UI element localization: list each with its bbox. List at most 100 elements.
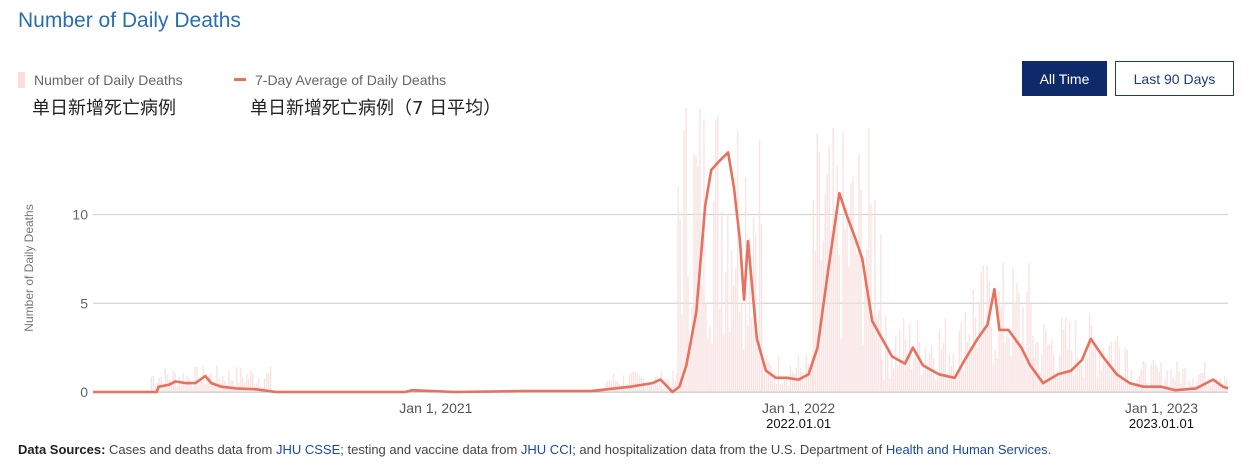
daily-death-bar	[636, 373, 639, 392]
daily-death-bar	[1156, 366, 1158, 392]
x-date-annotation: 2022.01.01	[766, 416, 831, 431]
daily-death-bar	[735, 267, 737, 392]
daily-death-bar	[742, 349, 745, 392]
daily-death-bar	[630, 373, 633, 392]
legend-item-7day-average[interactable]: 7-Day Average of Daily Deaths 单日新增死亡病例（7…	[234, 72, 501, 119]
daily-death-bar	[648, 382, 650, 392]
daily-death-bar	[679, 219, 681, 392]
daily-death-bar	[946, 374, 949, 392]
daily-death-bar	[996, 358, 998, 392]
daily-death-bar	[1102, 347, 1105, 392]
y-tick-label: 5	[80, 295, 88, 311]
x-date-annotation: 2023.01.01	[1129, 416, 1194, 431]
daily-death-bar	[1174, 379, 1176, 392]
daily-death-bar	[940, 349, 943, 392]
daily-death-bar	[687, 276, 689, 392]
daily-death-bar	[662, 389, 664, 392]
daily-death-bar	[1170, 370, 1172, 392]
daily-death-bar	[793, 373, 796, 392]
daily-death-bar	[240, 368, 242, 392]
daily-death-bar	[848, 266, 850, 392]
daily-death-bar	[771, 377, 774, 392]
daily-death-bar	[750, 319, 753, 392]
daily-death-bar	[860, 189, 862, 392]
daily-death-bar	[711, 343, 713, 392]
daily-death-bar	[801, 372, 804, 392]
daily-death-bar	[1124, 347, 1127, 392]
daily-death-bar	[822, 241, 824, 392]
daily-death-bar	[1076, 357, 1079, 392]
daily-death-bar	[926, 363, 929, 392]
daily-death-bar	[787, 385, 790, 392]
daily-death-bar	[719, 309, 721, 392]
daily-death-bar	[644, 388, 646, 392]
daily-death-bar	[1118, 347, 1121, 392]
daily-death-bar	[658, 384, 660, 392]
daily-death-bar	[864, 271, 866, 392]
daily-death-bar	[1100, 370, 1103, 392]
chart-y-ticks: 0 5 10	[72, 207, 88, 401]
daily-death-bar	[1182, 368, 1184, 392]
daily-death-bar	[1200, 372, 1202, 392]
daily-death-bar	[836, 165, 838, 392]
daily-death-bar	[758, 139, 761, 392]
daily-death-bar	[192, 387, 194, 392]
daily-death-bar	[1154, 364, 1156, 392]
daily-death-bar	[604, 383, 607, 392]
daily-death-bar	[246, 374, 248, 392]
daily-death-bar	[834, 209, 836, 392]
daily-death-bar	[887, 345, 889, 392]
daily-death-bar	[1000, 306, 1002, 392]
daily-death-bar	[198, 385, 200, 392]
data-sources-text-3: ; and hospitalization data from the U.S.…	[572, 442, 886, 457]
last-90-days-button[interactable]: Last 90 Days	[1115, 61, 1234, 96]
daily-death-bar	[881, 359, 883, 392]
x-tick-label: Jan 1, 2022	[762, 400, 835, 416]
daily-death-bar	[1049, 344, 1051, 392]
daily-death-bar	[188, 377, 190, 392]
daily-death-bar	[691, 306, 693, 392]
daily-death-bar	[990, 326, 992, 392]
daily-death-bar	[668, 381, 670, 392]
legend-label-7day-average: 7-Day Average of Daily Deaths	[255, 72, 447, 88]
daily-death-bar	[1114, 340, 1117, 392]
daily-death-bar	[693, 153, 695, 392]
daily-death-bar	[914, 352, 917, 392]
daily-death-bar	[154, 385, 157, 392]
daily-death-bar	[970, 347, 972, 392]
daily-death-bar	[1104, 359, 1107, 392]
daily-death-bar	[818, 152, 820, 392]
daily-death-bar	[1108, 345, 1111, 392]
daily-death-bar	[1035, 342, 1037, 392]
daily-death-bar	[1160, 362, 1162, 392]
daily-death-bar	[699, 108, 701, 392]
daily-death-bar	[1206, 385, 1208, 392]
daily-death-bar	[184, 384, 186, 392]
daily-death-bar	[1112, 366, 1115, 392]
daily-death-bar	[840, 339, 842, 392]
daily-death-bar	[1158, 371, 1160, 392]
jhu-csse-link[interactable]: JHU CSSE	[275, 442, 341, 457]
daily-death-bar	[1106, 364, 1109, 392]
hhs-link[interactable]: Health and Human Services	[885, 442, 1048, 457]
daily-death-bar	[178, 376, 180, 392]
daily-death-bar	[803, 382, 806, 392]
legend-item-daily-deaths[interactable]: Number of Daily Deaths 单日新增死亡病例	[18, 72, 183, 119]
jhu-cci-link[interactable]: JHU CCI	[520, 442, 573, 457]
daily-death-bar	[1016, 283, 1018, 392]
daily-death-bar	[783, 380, 786, 392]
daily-death-bar	[1006, 333, 1008, 392]
y-axis-label: Number of Daily Deaths	[22, 204, 36, 331]
daily-death-bar	[895, 335, 897, 392]
daily-death-bar	[1166, 370, 1168, 392]
legend-label-daily-deaths: Number of Daily Deaths	[34, 72, 183, 88]
daily-death-bar	[638, 375, 641, 392]
daily-death-bar	[1051, 339, 1053, 392]
daily-death-bar	[681, 314, 683, 392]
daily-death-bar	[150, 377, 153, 392]
daily-death-bar	[903, 318, 905, 392]
data-sources-text-2: ; testing and vaccine data from	[340, 442, 521, 457]
daily-death-bar	[807, 363, 809, 392]
daily-death-bar	[908, 323, 911, 392]
all-time-button[interactable]: All Time	[1022, 61, 1107, 96]
